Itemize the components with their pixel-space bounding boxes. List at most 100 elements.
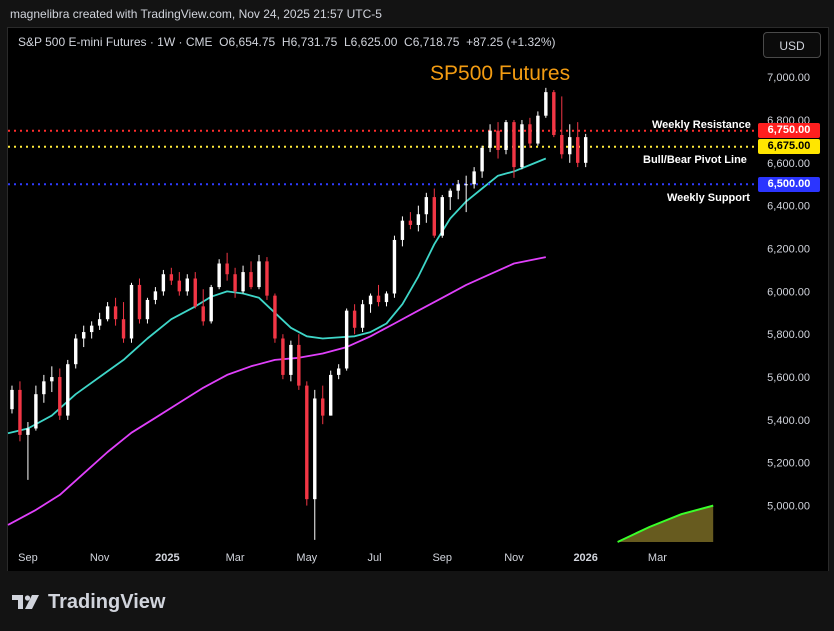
candle-body — [185, 278, 189, 292]
candle-45 — [368, 293, 373, 313]
candle-body — [456, 184, 460, 191]
open-value: 6,654.75 — [228, 35, 276, 49]
candle-body — [448, 190, 452, 198]
x-tick-label: Jul — [368, 552, 382, 564]
candle-15 — [129, 282, 134, 343]
candle-body — [201, 306, 205, 322]
candle-7 — [66, 359, 70, 420]
x-tick-label: Sep — [432, 552, 452, 564]
candle-body — [321, 398, 325, 416]
cloud-area — [617, 505, 714, 542]
candle-body — [352, 310, 357, 328]
ma-slow-line — [7, 256, 546, 526]
candle-body — [161, 274, 166, 292]
open-label: O — [219, 35, 229, 49]
candle-body — [424, 197, 429, 215]
candle-1 — [18, 381, 22, 442]
candle-57 — [464, 175, 468, 213]
candle-body — [50, 377, 54, 382]
candle-body — [432, 197, 436, 236]
candle-body — [583, 137, 588, 163]
candle-19 — [161, 269, 166, 296]
candle-23 — [193, 272, 197, 309]
x-tick-label: 2026 — [573, 552, 597, 564]
candle-body — [121, 319, 126, 339]
candle-body — [281, 338, 285, 375]
candle-16 — [137, 278, 142, 324]
candle-51 — [416, 205, 421, 232]
candle-body — [313, 398, 317, 500]
candle-body — [34, 394, 38, 429]
candle-10 — [89, 321, 94, 339]
candle-67 — [544, 87, 548, 118]
y-tick-label: 7,000.00 — [767, 72, 810, 84]
candle-36 — [297, 334, 301, 390]
candle-11 — [97, 312, 102, 330]
candle-49 — [400, 216, 405, 247]
candle-56 — [456, 179, 460, 200]
candle-69 — [560, 96, 564, 159]
candle-12 — [105, 302, 110, 322]
candle-body — [384, 293, 389, 303]
candle-body — [58, 377, 62, 416]
candle-body — [169, 274, 174, 281]
close-value: 6,718.75 — [412, 35, 460, 49]
x-tick-label: Mar — [226, 552, 245, 564]
chart-frame[interactable] — [7, 27, 829, 572]
candle-body — [97, 319, 102, 326]
candle-body — [265, 261, 269, 296]
candle-body — [26, 428, 30, 435]
candle-65 — [528, 117, 532, 148]
candle-body — [89, 325, 94, 333]
candle-31 — [257, 254, 261, 290]
candles-layer — [10, 87, 588, 540]
candle-40 — [329, 370, 333, 416]
candle-body — [512, 122, 516, 168]
candle-18 — [153, 287, 158, 305]
candle-72 — [583, 133, 588, 168]
candle-body — [392, 239, 397, 294]
candle-body — [241, 272, 245, 292]
candle-26 — [217, 259, 221, 290]
candle-body — [177, 280, 182, 292]
y-tick-label: 6,600.00 — [767, 158, 810, 170]
candle-body — [344, 310, 349, 369]
candle-body — [249, 272, 253, 288]
candle-body — [145, 299, 150, 320]
top-bar: magnelibra created with TradingView.com,… — [0, 0, 834, 28]
candle-50 — [408, 212, 413, 230]
low-label: L — [343, 35, 351, 49]
candle-60 — [488, 124, 492, 153]
candle-55 — [448, 188, 452, 210]
candle-14 — [121, 302, 126, 343]
close-label: C — [404, 35, 413, 49]
candle-body — [289, 344, 293, 375]
candle-70 — [568, 124, 572, 163]
pivot-price-tag: 6,675.00 — [758, 139, 820, 155]
candle-58 — [472, 167, 476, 189]
candle-body — [416, 214, 421, 225]
candle-body — [137, 284, 142, 320]
candle-body — [153, 291, 158, 300]
candle-63 — [512, 119, 516, 178]
y-tick-label: 6,200.00 — [767, 244, 810, 256]
tradingview-logo[interactable]: TradingView — [12, 590, 165, 614]
candle-body — [376, 295, 381, 303]
resistance-label: Weekly Resistance — [652, 119, 751, 131]
candle-3 — [34, 385, 38, 431]
candle-66 — [536, 111, 540, 146]
low-value: 6,625.00 — [350, 35, 398, 49]
levels-layer — [8, 129, 757, 186]
candle-2 — [26, 422, 30, 480]
y-tick-label: 5,600.00 — [767, 372, 810, 384]
x-tick-label: Nov — [504, 552, 524, 564]
candle-body — [544, 92, 548, 116]
candle-68 — [552, 89, 556, 138]
cloud-layer — [617, 504, 714, 543]
candle-25 — [209, 284, 213, 324]
currency-button[interactable]: USD — [763, 32, 821, 58]
candle-body — [42, 381, 46, 395]
candle-body — [336, 368, 341, 375]
candle-body — [217, 263, 221, 288]
